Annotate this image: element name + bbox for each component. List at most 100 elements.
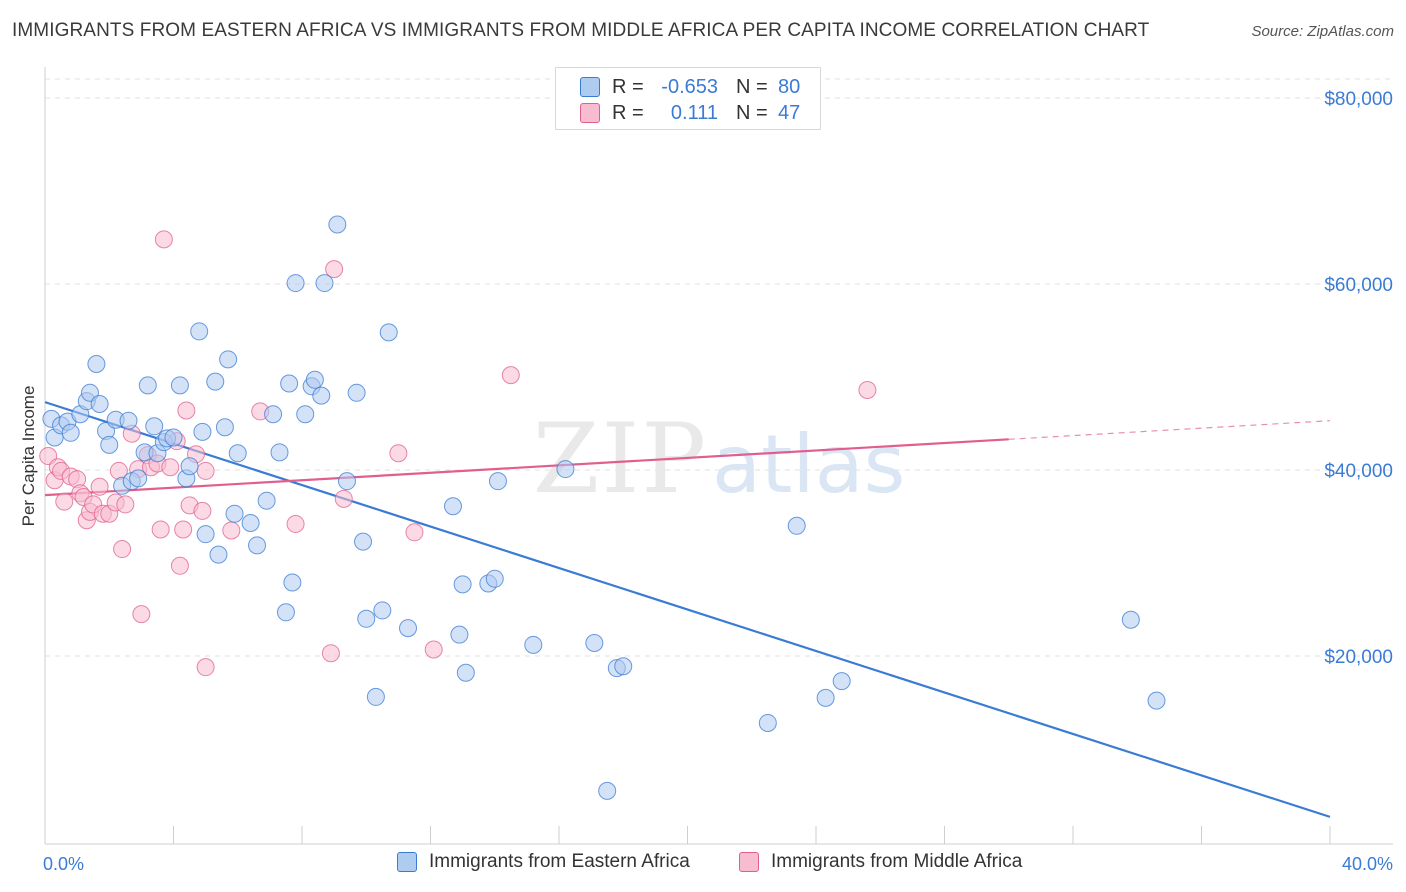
- watermark: ZIP atlas: [533, 403, 906, 515]
- point-eastern-africa: [598, 781, 617, 800]
- point-middle-africa: [113, 540, 132, 559]
- point-eastern-africa: [170, 376, 189, 395]
- gridlines: [45, 78, 1393, 657]
- point-eastern-africa: [354, 532, 373, 551]
- point-eastern-africa: [585, 633, 604, 652]
- point-eastern-africa: [312, 386, 331, 405]
- point-middle-africa: [405, 523, 424, 542]
- legend-n-value: 80: [778, 75, 801, 98]
- point-middle-africa: [196, 658, 215, 677]
- point-eastern-africa: [305, 370, 324, 389]
- y-tick-label: $80,000: [1324, 89, 1393, 110]
- point-eastern-africa: [248, 536, 267, 555]
- point-eastern-africa: [190, 322, 209, 341]
- x-tick-label: 0.0%: [43, 854, 84, 874]
- point-eastern-africa: [193, 422, 212, 441]
- watermark-atlas: atlas: [712, 418, 905, 511]
- legend-row-middle-africa: R = 0.111 N = 47: [580, 99, 800, 127]
- point-eastern-africa: [337, 472, 356, 491]
- point-middle-africa: [389, 444, 408, 463]
- legend-swatch-pink: [580, 103, 600, 123]
- trend-line-middle-africa: [44, 438, 1009, 497]
- y-tick-label: $60,000: [1324, 275, 1393, 296]
- point-eastern-africa: [328, 215, 347, 234]
- point-eastern-africa: [456, 663, 475, 682]
- point-eastern-africa: [257, 491, 276, 510]
- legend-swatch-blue: [580, 77, 600, 97]
- point-middle-africa: [116, 495, 135, 514]
- point-middle-africa: [424, 640, 443, 659]
- point-eastern-africa: [315, 274, 334, 293]
- point-eastern-africa: [556, 460, 575, 479]
- point-middle-africa: [222, 521, 241, 540]
- point-middle-africa: [154, 230, 173, 249]
- point-middle-africa: [151, 520, 170, 539]
- point-eastern-africa: [286, 274, 305, 293]
- point-eastern-africa: [228, 444, 247, 463]
- y-tick-label: $40,000: [1324, 461, 1393, 482]
- chart-title: IMMIGRANTS FROM EASTERN AFRICA VS IMMIGR…: [12, 20, 1150, 41]
- bottom-legend-swatch-blue: [397, 852, 417, 872]
- bottom-legend-eastern-africa: Immigrants from Eastern Africa: [397, 851, 690, 873]
- point-eastern-africa: [296, 405, 315, 424]
- point-eastern-africa: [758, 713, 777, 732]
- point-eastern-africa: [488, 472, 507, 491]
- tick-labels: $20,000 $40,000 $60,000 $80,000 0.0% 40.0% Per…: [19, 89, 1393, 874]
- point-eastern-africa: [485, 569, 504, 588]
- legend-n-label: N =: [736, 75, 768, 98]
- point-middle-africa: [325, 260, 344, 279]
- point-eastern-africa: [264, 405, 283, 424]
- point-eastern-africa: [206, 372, 225, 391]
- y-tick-label: $20,000: [1324, 647, 1393, 668]
- point-eastern-africa: [119, 411, 138, 430]
- point-eastern-africa: [270, 443, 289, 462]
- point-eastern-africa: [209, 545, 228, 564]
- point-eastern-africa: [145, 417, 164, 436]
- point-middle-africa: [858, 381, 877, 400]
- point-eastern-africa: [366, 687, 385, 706]
- legend-n-value: 47: [778, 101, 801, 124]
- point-middle-africa: [170, 556, 189, 575]
- point-eastern-africa: [225, 504, 244, 523]
- point-eastern-africa: [614, 657, 633, 676]
- x-tick-label: 40.0%: [1342, 854, 1393, 874]
- bottom-legend-swatch-pink: [739, 852, 759, 872]
- point-eastern-africa: [61, 423, 80, 442]
- point-eastern-africa: [219, 350, 238, 369]
- chart-source: Source: ZipAtlas.com: [1251, 23, 1394, 40]
- point-eastern-africa: [1121, 610, 1140, 629]
- correlation-legend: R = -0.653 N = 80 R = 0.111 N = 47: [555, 67, 821, 130]
- point-middle-africa: [334, 489, 353, 508]
- point-eastern-africa: [280, 374, 299, 393]
- point-eastern-africa: [241, 514, 260, 533]
- point-eastern-africa: [87, 354, 106, 373]
- legend-r-label: R =: [612, 101, 644, 124]
- point-middle-africa: [501, 366, 520, 385]
- point-eastern-africa: [524, 635, 543, 654]
- point-eastern-africa: [443, 497, 462, 516]
- point-middle-africa: [174, 520, 193, 539]
- point-eastern-africa: [164, 428, 183, 447]
- legend-r-value: -0.653: [661, 75, 718, 98]
- data-points: [39, 215, 1166, 800]
- point-eastern-africa: [90, 394, 109, 413]
- point-middle-africa: [177, 401, 196, 420]
- point-middle-africa: [286, 514, 305, 533]
- point-eastern-africa: [138, 376, 157, 395]
- point-eastern-africa: [215, 418, 234, 437]
- point-eastern-africa: [347, 383, 366, 402]
- legend-r-value: 0.111: [670, 101, 718, 124]
- point-eastern-africa: [180, 457, 199, 476]
- point-eastern-africa: [379, 323, 398, 342]
- point-eastern-africa: [373, 601, 392, 620]
- bottom-legend-label-middle-africa: Immigrants from Middle Africa: [771, 851, 1023, 872]
- point-eastern-africa: [816, 688, 835, 707]
- y-axis-label: Per Capita Income: [19, 386, 38, 527]
- point-middle-africa: [321, 644, 340, 663]
- legend-row-eastern-africa: R = -0.653 N = 80: [580, 73, 800, 101]
- bottom-legend-label-eastern-africa: Immigrants from Eastern Africa: [429, 851, 690, 872]
- legend-n-label: N =: [736, 101, 768, 124]
- point-eastern-africa: [100, 435, 119, 454]
- point-eastern-africa: [399, 619, 418, 638]
- point-middle-africa: [193, 501, 212, 520]
